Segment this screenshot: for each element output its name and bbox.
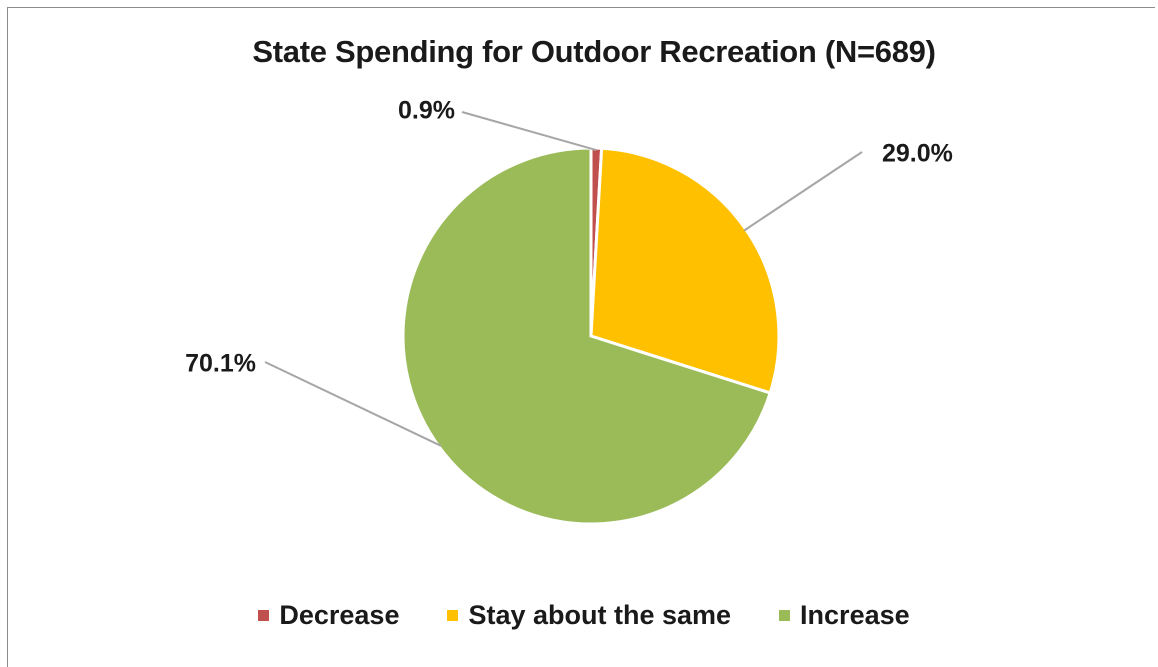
chart-legend: Decrease Stay about the same Increase bbox=[0, 600, 1158, 631]
legend-label: Increase bbox=[800, 600, 910, 630]
legend-swatch bbox=[258, 610, 270, 621]
chart-title: State Spending for Outdoor Recreation (N… bbox=[252, 34, 936, 69]
pie-chart: 0.9% 29.0% 70.1% bbox=[185, 97, 953, 526]
legend-item-decrease: Decrease bbox=[258, 600, 399, 631]
leader-line bbox=[264, 361, 442, 447]
legend-swatch bbox=[447, 610, 459, 621]
legend-item-stay-about-the-same: Stay about the same bbox=[447, 600, 731, 631]
leader-line bbox=[461, 111, 597, 152]
data-label: 29.0% bbox=[882, 140, 953, 168]
legend-label: Decrease bbox=[279, 600, 400, 630]
leader-line bbox=[743, 151, 863, 232]
legend-label: Stay about the same bbox=[468, 600, 732, 630]
legend-swatch bbox=[779, 610, 791, 621]
data-label: 0.9% bbox=[398, 97, 455, 125]
pie-slice-increase bbox=[401, 146, 773, 526]
legend-item-increase: Increase bbox=[779, 600, 910, 631]
data-label: 70.1% bbox=[185, 350, 256, 378]
